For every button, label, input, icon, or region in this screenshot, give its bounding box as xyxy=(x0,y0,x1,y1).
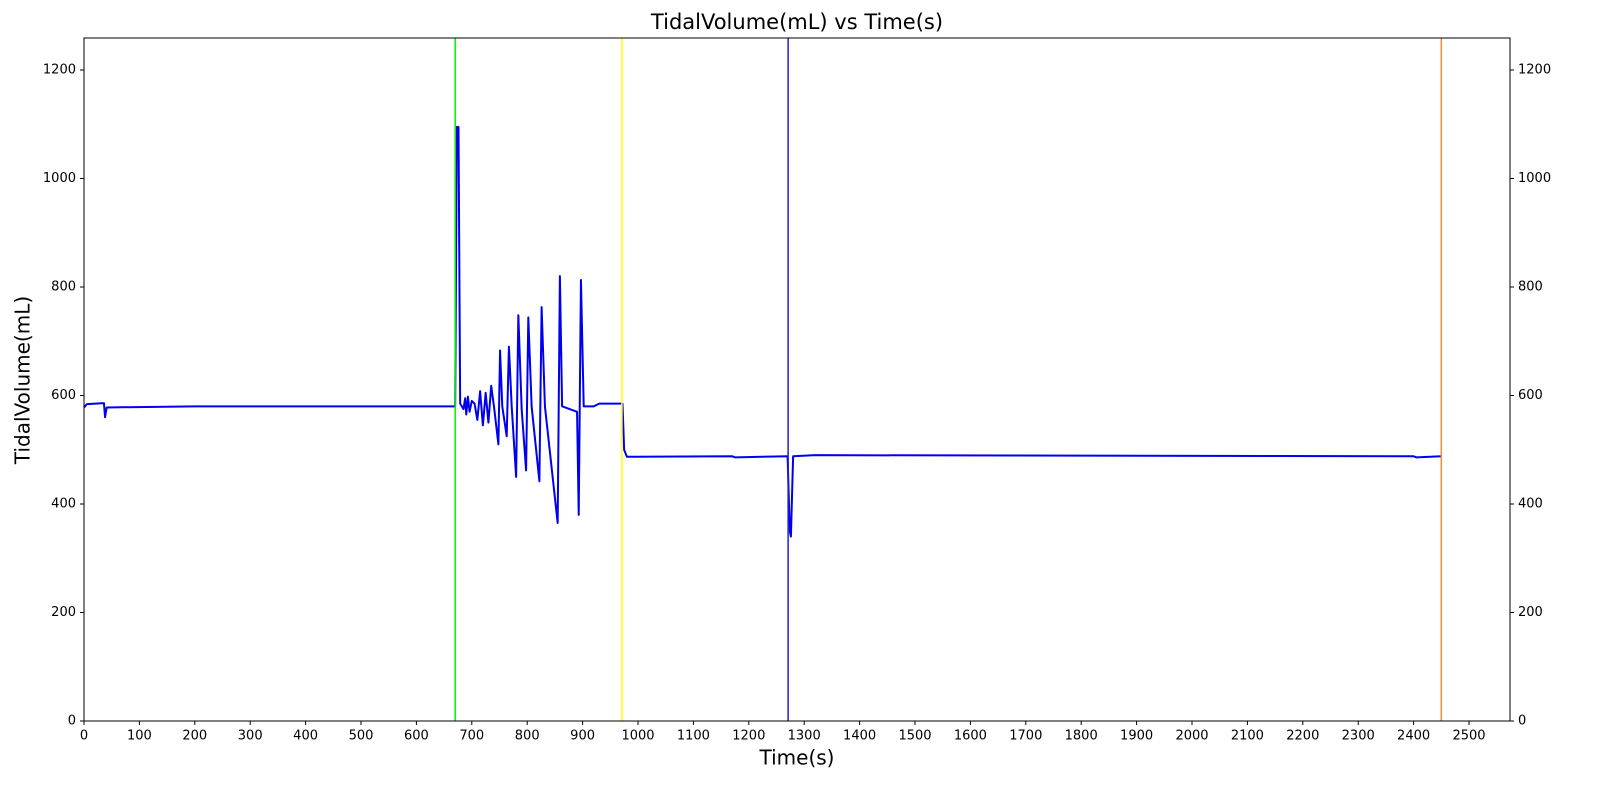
chart-title: TidalVolume(mL) vs Time(s) xyxy=(650,10,943,34)
y2-tick-label: 1200 xyxy=(1518,63,1551,78)
plot-frame xyxy=(83,37,1511,722)
x-tick-label: 1500 xyxy=(898,729,931,744)
x-tick-label: 1900 xyxy=(1120,729,1153,744)
y-tick-label: 400 xyxy=(51,497,76,512)
x-tick-label: 1300 xyxy=(788,729,821,744)
y-tick-label: 200 xyxy=(51,605,76,620)
y2-tick-label: 400 xyxy=(1518,497,1543,512)
y2-tick-label: 1000 xyxy=(1518,171,1551,186)
x-tick-label: 2500 xyxy=(1452,729,1485,744)
y-tick-label: 1000 xyxy=(43,171,76,186)
y-tick-label: 1200 xyxy=(43,63,76,78)
x-tick-label: 600 xyxy=(404,729,429,744)
y-tick-label: 600 xyxy=(51,388,76,403)
y-axis-label: TidalVolume(mL) xyxy=(11,296,35,465)
x-tick-label: 1000 xyxy=(621,729,654,744)
x-tick-label: 2200 xyxy=(1286,729,1319,744)
x-axis-label: Time(s) xyxy=(759,746,835,770)
x-tick-label: 2000 xyxy=(1175,729,1208,744)
x-tick-label: 300 xyxy=(238,729,263,744)
x-tick-label: 1700 xyxy=(1009,729,1042,744)
y2-tick-label: 800 xyxy=(1518,280,1543,295)
x-tick-label: 1800 xyxy=(1065,729,1098,744)
x-tick-label: 1100 xyxy=(677,729,710,744)
x-tick-label: 800 xyxy=(515,729,540,744)
x-tick-label: 700 xyxy=(459,729,484,744)
x-tick-label: 100 xyxy=(127,729,152,744)
y2-tick-label: 0 xyxy=(1518,714,1526,729)
x-tick-label: 0 xyxy=(80,729,88,744)
x-tick-label: 2100 xyxy=(1231,729,1264,744)
x-tick-label: 1600 xyxy=(954,729,987,744)
x-tick-label: 900 xyxy=(570,729,595,744)
x-tick-label: 500 xyxy=(349,729,374,744)
y-tick-label: 0 xyxy=(68,714,76,729)
data-line xyxy=(83,125,1442,538)
x-tick-label: 2400 xyxy=(1397,729,1430,744)
x-tick-label: 1200 xyxy=(732,729,765,744)
x-tick-label: 2300 xyxy=(1342,729,1375,744)
x-tick-label: 400 xyxy=(293,729,318,744)
y2-tick-label: 600 xyxy=(1518,388,1543,403)
y-tick-label: 800 xyxy=(51,280,76,295)
y2-tick-label: 200 xyxy=(1518,605,1543,620)
x-tick-label: 1400 xyxy=(843,729,876,744)
x-tick-label: 200 xyxy=(182,729,207,744)
